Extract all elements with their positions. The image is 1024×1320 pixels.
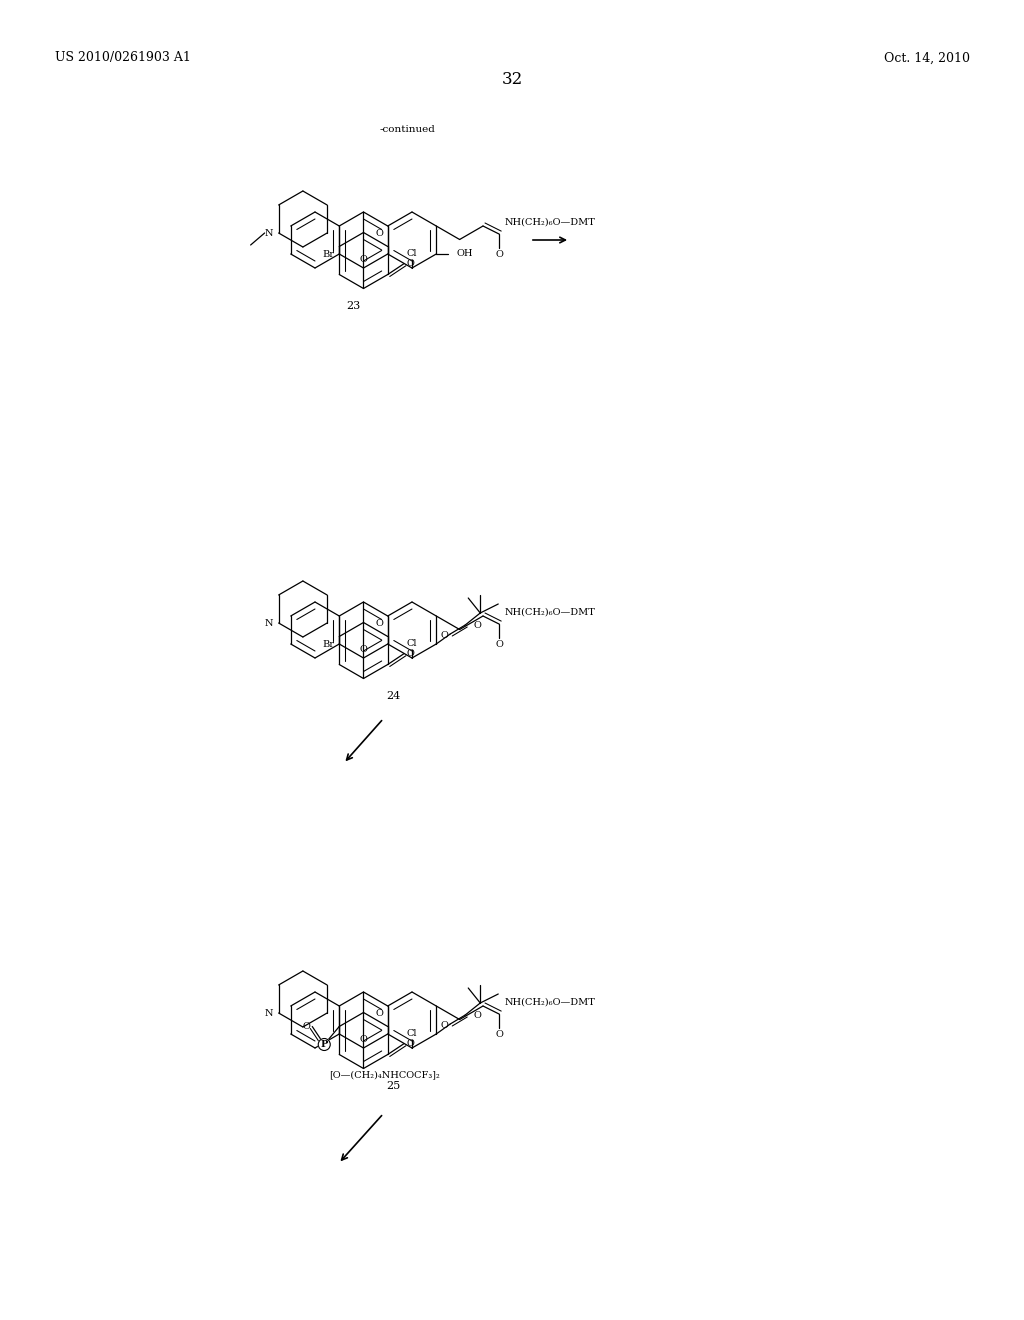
Text: -continued: -continued — [379, 125, 435, 135]
Text: O: O — [406, 1039, 414, 1048]
Text: O: O — [376, 1008, 383, 1018]
Text: 32: 32 — [502, 71, 522, 88]
Text: O: O — [302, 1022, 310, 1031]
Text: NH(CH₂)₆O—DMT: NH(CH₂)₆O—DMT — [504, 607, 595, 616]
Text: 25: 25 — [386, 1081, 400, 1092]
Text: O: O — [406, 259, 414, 268]
Text: Cl: Cl — [407, 249, 417, 259]
Text: O: O — [359, 1035, 368, 1044]
Text: P: P — [321, 1040, 328, 1049]
Text: O: O — [496, 640, 503, 649]
Text: Cl: Cl — [407, 639, 417, 648]
Text: [O—(CH₂)₄NHCOCF₃]₂: [O—(CH₂)₄NHCOCF₃]₂ — [330, 1071, 440, 1078]
Text: O: O — [376, 228, 383, 238]
Text: Oct. 14, 2010: Oct. 14, 2010 — [884, 51, 970, 65]
Text: O: O — [496, 1030, 503, 1039]
Text: O: O — [359, 645, 368, 655]
Text: O: O — [406, 649, 414, 659]
Text: Br: Br — [323, 640, 334, 649]
Text: O: O — [473, 620, 481, 630]
Text: N: N — [264, 1008, 272, 1018]
Text: NH(CH₂)₆O—DMT: NH(CH₂)₆O—DMT — [504, 218, 595, 227]
Text: 23: 23 — [346, 301, 360, 312]
Text: N: N — [264, 228, 272, 238]
Text: Br: Br — [323, 249, 334, 259]
Text: 24: 24 — [386, 692, 400, 701]
Text: O: O — [359, 256, 368, 264]
Text: NH(CH₂)₆O—DMT: NH(CH₂)₆O—DMT — [504, 998, 595, 1007]
Text: O: O — [473, 1011, 481, 1019]
Text: O: O — [496, 249, 503, 259]
Text: O: O — [440, 1022, 449, 1031]
Text: Cl: Cl — [407, 1030, 417, 1039]
Text: N: N — [264, 619, 272, 627]
Text: O: O — [440, 631, 449, 640]
Text: OH: OH — [457, 249, 473, 259]
Circle shape — [318, 1039, 331, 1051]
Text: O: O — [376, 619, 383, 628]
Text: US 2010/0261903 A1: US 2010/0261903 A1 — [55, 51, 190, 65]
